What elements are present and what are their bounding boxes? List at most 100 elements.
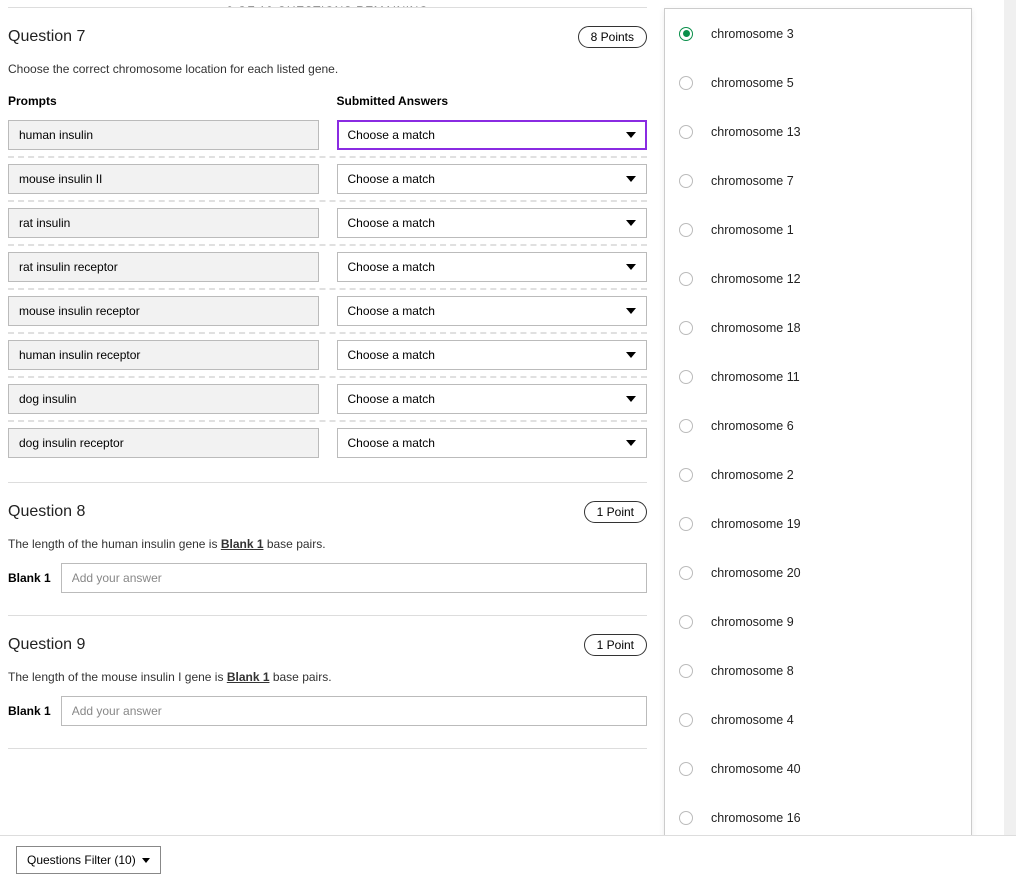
option-row[interactable]: chromosome 20 <box>665 548 971 597</box>
option-label: chromosome 40 <box>711 762 801 776</box>
chevron-down-icon <box>626 440 636 446</box>
option-row[interactable]: chromosome 19 <box>665 499 971 548</box>
radio-icon[interactable] <box>679 615 693 629</box>
prompts-header: Prompts <box>8 94 319 108</box>
chevron-down-icon <box>626 264 636 270</box>
prompt-box: rat insulin <box>8 208 319 238</box>
answer-dropdown[interactable]: Choose a match <box>337 296 648 326</box>
option-row[interactable]: chromosome 6 <box>665 401 971 450</box>
radio-icon[interactable] <box>679 566 693 580</box>
dropdown-placeholder: Choose a match <box>348 348 435 362</box>
blank-label: Blank 1 <box>8 571 51 585</box>
option-label: chromosome 3 <box>711 27 794 41</box>
option-label: chromosome 8 <box>711 664 794 678</box>
radio-icon[interactable] <box>679 321 693 335</box>
dropdown-placeholder: Choose a match <box>348 304 435 318</box>
chevron-down-icon <box>626 176 636 182</box>
question-text: The length of the human insulin gene is … <box>8 537 647 551</box>
option-label: chromosome 2 <box>711 468 794 482</box>
match-rows-container: human insulinChoose a match mouse insulin… <box>8 114 647 464</box>
option-row[interactable]: chromosome 8 <box>665 646 971 695</box>
option-row[interactable]: chromosome 9 <box>665 597 971 646</box>
answer-dropdown[interactable]: Choose a match <box>337 252 648 282</box>
radio-icon[interactable] <box>679 272 693 286</box>
option-row[interactable]: chromosome 18 <box>665 303 971 352</box>
match-row: dog insulin receptorChoose a match <box>8 422 647 464</box>
answer-dropdown[interactable]: Choose a match <box>337 428 648 458</box>
match-headers: Prompts Submitted Answers <box>8 94 647 108</box>
dropdown-placeholder: Choose a match <box>348 216 435 230</box>
answer-dropdown[interactable]: Choose a match <box>337 164 648 194</box>
radio-icon[interactable] <box>679 713 693 727</box>
option-row[interactable]: chromosome 1 <box>665 205 971 254</box>
option-label: chromosome 20 <box>711 566 801 580</box>
filter-label: Questions Filter (10) <box>27 853 136 867</box>
dropdown-placeholder: Choose a match <box>348 260 435 274</box>
radio-icon[interactable] <box>679 174 693 188</box>
question-9: Question 9 1 Point The length of the mou… <box>8 616 647 749</box>
chevron-down-icon <box>626 396 636 402</box>
answer-dropdown[interactable]: Choose a match <box>337 120 648 150</box>
points-badge: 1 Point <box>584 501 647 523</box>
option-label: chromosome 4 <box>711 713 794 727</box>
option-label: chromosome 5 <box>711 76 794 90</box>
dropdown-placeholder: Choose a match <box>348 392 435 406</box>
points-badge: 8 Points <box>578 26 647 48</box>
option-row[interactable]: chromosome 2 <box>665 450 971 499</box>
question-header: Question 9 1 Point <box>8 634 647 656</box>
radio-icon[interactable] <box>679 419 693 433</box>
blank-token: Blank 1 <box>221 537 264 551</box>
question-8: Question 8 1 Point The length of the hum… <box>8 483 647 616</box>
prompt-box: human insulin receptor <box>8 340 319 370</box>
scrollbar[interactable] <box>1004 0 1016 884</box>
question-title: Question 8 <box>8 503 85 521</box>
option-label: chromosome 6 <box>711 419 794 433</box>
questions-filter-button[interactable]: Questions Filter (10) <box>16 846 161 874</box>
blank-input[interactable] <box>61 563 647 593</box>
option-label: chromosome 7 <box>711 174 794 188</box>
radio-icon[interactable] <box>679 125 693 139</box>
radio-icon[interactable] <box>679 76 693 90</box>
option-row[interactable]: chromosome 4 <box>665 695 971 744</box>
radio-icon[interactable] <box>679 811 693 825</box>
radio-icon[interactable] <box>679 468 693 482</box>
radio-icon[interactable] <box>679 27 693 41</box>
option-row[interactable]: chromosome 11 <box>665 352 971 401</box>
option-label: chromosome 1 <box>711 223 794 237</box>
question-7: Question 7 8 Points Choose the correct c… <box>8 8 647 483</box>
option-label: chromosome 9 <box>711 615 794 629</box>
option-label: chromosome 16 <box>711 811 801 825</box>
match-row: human insulin receptor Choose a match <box>8 334 647 378</box>
radio-icon[interactable] <box>679 517 693 531</box>
match-row: mouse insulin receptorChoose a match <box>8 290 647 334</box>
prompt-box: dog insulin <box>8 384 319 414</box>
prompt-box: mouse insulin II <box>8 164 319 194</box>
question-text: The length of the mouse insulin I gene i… <box>8 670 647 684</box>
answer-dropdown[interactable]: Choose a match <box>337 384 648 414</box>
radio-icon[interactable] <box>679 223 693 237</box>
question-title: Question 7 <box>8 28 85 46</box>
question-header: Question 8 1 Point <box>8 501 647 523</box>
dropdown-placeholder: Choose a match <box>348 172 435 186</box>
option-row[interactable]: chromosome 3 <box>665 9 971 58</box>
radio-icon[interactable] <box>679 762 693 776</box>
option-row[interactable]: chromosome 7 <box>665 156 971 205</box>
blank-input[interactable] <box>61 696 647 726</box>
chevron-down-icon <box>626 352 636 358</box>
answers-header: Submitted Answers <box>337 94 648 108</box>
option-label: chromosome 12 <box>711 272 801 286</box>
chevron-down-icon <box>142 858 150 863</box>
option-row[interactable]: chromosome 40 <box>665 744 971 793</box>
main-content: 0 OF 10 QUESTIONS REMAINING Question 7 8… <box>0 0 655 809</box>
option-row[interactable]: chromosome 13 <box>665 107 971 156</box>
radio-icon[interactable] <box>679 664 693 678</box>
radio-icon[interactable] <box>679 370 693 384</box>
answer-dropdown[interactable]: Choose a match <box>337 208 648 238</box>
option-label: chromosome 11 <box>711 370 800 384</box>
match-row: human insulinChoose a match <box>8 114 647 158</box>
answer-dropdown[interactable]: Choose a match <box>337 340 648 370</box>
match-row: dog insulin Choose a match <box>8 378 647 422</box>
option-row[interactable]: chromosome 12 <box>665 254 971 303</box>
question-header: Question 7 8 Points <box>8 26 647 48</box>
option-row[interactable]: chromosome 5 <box>665 58 971 107</box>
